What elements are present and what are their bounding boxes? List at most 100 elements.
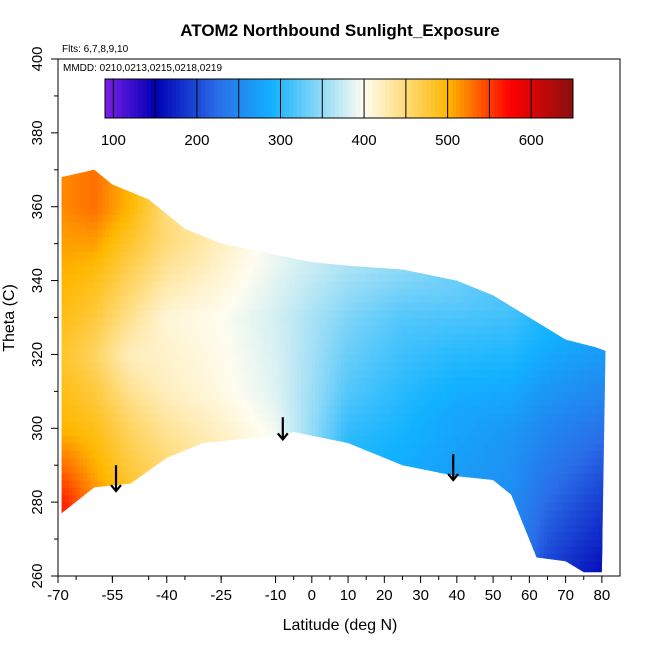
- heat-cell: [72, 383, 77, 392]
- heat-cell: [344, 435, 349, 444]
- heat-cell: [253, 302, 259, 311]
- heat-cell: [297, 339, 302, 348]
- heat-cell: [79, 443, 84, 452]
- heat-cell: [94, 472, 99, 481]
- heat-cell: [340, 516, 346, 525]
- heat-cell: [300, 391, 306, 400]
- heat-cell: [61, 265, 66, 274]
- heat-cell: [130, 428, 135, 437]
- heat-cell: [242, 347, 248, 356]
- heat-cell: [221, 324, 226, 333]
- heat-cell: [90, 258, 95, 267]
- heat-cell: [271, 398, 277, 407]
- heat-cell: [326, 221, 331, 230]
- heat-cell: [72, 228, 77, 237]
- heat-cell: [76, 413, 81, 422]
- heat-cell: [221, 243, 226, 252]
- heat-cell: [83, 258, 88, 267]
- heat-cell: [79, 472, 84, 481]
- heat-cell: [159, 214, 164, 223]
- heat-cell: [242, 546, 248, 555]
- heat-cell: [261, 169, 266, 171]
- heat-cell: [293, 347, 298, 356]
- heat-cell: [174, 251, 179, 260]
- heat-cell: [134, 302, 139, 311]
- heat-cell: [351, 450, 356, 459]
- heat-cell: [369, 258, 375, 267]
- heat-cell: [72, 169, 77, 171]
- heat-cell: [308, 383, 313, 392]
- heat-cell: [239, 184, 244, 193]
- heat-cell: [235, 435, 240, 444]
- heat-cell: [286, 236, 291, 245]
- heat-cell: [141, 391, 146, 400]
- heat-cell: [101, 199, 106, 208]
- heat-cell: [286, 546, 291, 555]
- heat-cell: [239, 502, 244, 511]
- heat-cell: [177, 317, 182, 326]
- heat-cell: [101, 398, 106, 407]
- heat-cell: [275, 494, 280, 503]
- heat-cell: [195, 295, 201, 304]
- heat-cell: [250, 553, 255, 562]
- heat-cell: [61, 413, 66, 422]
- heat-cell: [319, 361, 324, 370]
- heat-cell: [126, 191, 132, 200]
- heat-cell: [275, 191, 280, 200]
- heat-cell: [351, 169, 356, 178]
- heat-cell: [235, 199, 240, 208]
- heat-cell: [192, 383, 197, 392]
- heat-cell: [369, 539, 375, 548]
- heat-cell: [65, 479, 70, 488]
- heat-cell: [242, 251, 248, 260]
- heat-cell: [188, 206, 193, 215]
- heat-cell: [206, 472, 211, 481]
- heat-cell: [188, 361, 193, 370]
- heat-cell: [184, 420, 190, 429]
- heat-cell: [319, 524, 324, 533]
- heat-cell: [123, 524, 128, 533]
- heat-cell: [159, 184, 164, 193]
- heat-cell: [210, 287, 215, 296]
- heat-cell: [188, 287, 193, 296]
- heat-cell: [195, 265, 201, 274]
- heat-cell: [192, 391, 197, 400]
- heat-cell: [94, 428, 99, 437]
- heat-cell: [300, 228, 306, 237]
- heat-cell: [213, 258, 219, 267]
- heat-cell: [174, 361, 179, 370]
- heat-cell: [369, 502, 375, 511]
- heat-cell: [137, 191, 142, 200]
- heat-cell: [72, 184, 77, 193]
- heat-cell: [264, 479, 269, 488]
- heat-cell: [322, 465, 327, 474]
- heat-cell: [192, 450, 197, 459]
- heat-cell: [282, 406, 288, 415]
- heat-cell: [108, 553, 113, 562]
- heat-cell: [174, 206, 179, 215]
- heat-cell: [210, 295, 215, 304]
- heat-cell: [65, 553, 70, 562]
- heat-cell: [297, 383, 302, 392]
- heat-cell: [239, 228, 244, 237]
- heat-cell: [119, 383, 124, 392]
- heat-cell: [94, 361, 99, 370]
- heat-cell: [101, 376, 106, 385]
- heat-cell: [264, 531, 269, 540]
- heat-cell: [297, 516, 302, 525]
- heat-cell: [181, 354, 186, 363]
- heat-cell: [119, 369, 124, 378]
- heat-cell: [177, 509, 182, 518]
- heat-cell: [76, 361, 81, 370]
- heat-cell: [188, 398, 193, 407]
- heat-cell: [293, 243, 298, 252]
- heat-cell: [152, 317, 157, 326]
- heat-cell: [282, 228, 288, 237]
- heat-cell: [195, 472, 201, 481]
- heat-cell: [300, 169, 306, 171]
- heat-cell: [195, 302, 201, 311]
- heat-cell: [290, 258, 295, 267]
- heat-cell: [163, 369, 168, 378]
- heat-cell: [210, 443, 215, 452]
- heat-cell: [311, 302, 317, 311]
